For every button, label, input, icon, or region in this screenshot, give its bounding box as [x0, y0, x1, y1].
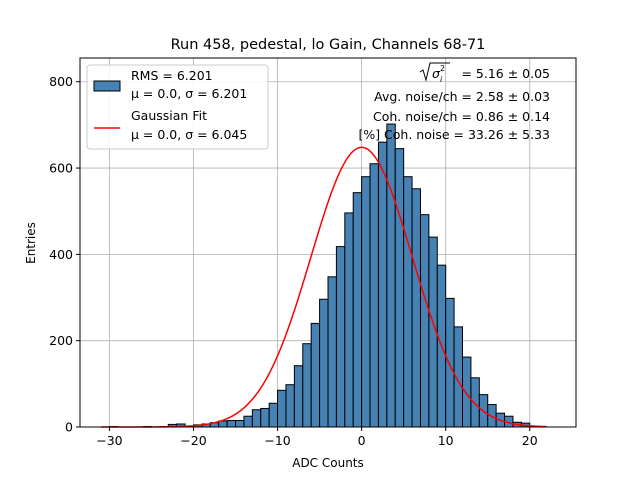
histogram-bar	[302, 343, 312, 428]
x-tick-label: −10	[264, 433, 290, 448]
legend-entry-2-line1: Gaussian Fit	[131, 108, 207, 123]
legend-histogram-patch	[93, 80, 121, 92]
y-tick-label: 600	[49, 161, 73, 176]
histogram-bar	[470, 377, 480, 428]
histogram-bar	[310, 322, 321, 428]
x-axis-label: ADC Counts	[292, 456, 364, 470]
y-axis-label: Entries	[24, 222, 38, 264]
legend-entry-1-line2: μ = 0.0, σ = 6.201	[131, 86, 247, 101]
y-tick-label: 0	[65, 420, 73, 435]
grid	[80, 58, 576, 428]
x-tick-label: −20	[180, 433, 206, 448]
legend-box	[86, 64, 269, 150]
x-tick-label: −30	[96, 433, 122, 448]
annotation-coh-noise: Coh. noise/ch = 0.86 ± 0.14	[373, 109, 550, 124]
histogram-bar	[394, 148, 405, 428]
noise-annotations: σ i 2 = 5.16 ± 0.05 Avg. noise/ch = 2.58…	[358, 62, 550, 142]
histogram-bar	[226, 420, 237, 428]
histogram-bar	[445, 297, 455, 428]
sqrt-sigma-symbol: σ i 2	[419, 62, 450, 84]
histogram-bar	[352, 192, 363, 428]
chart-title: Run 458, pedestal, lo Gain, Channels 68-…	[171, 37, 486, 53]
y-tick-label: 200	[49, 333, 73, 348]
histogram-bar	[462, 356, 472, 428]
annotation-sqrt-sigma: = 5.16 ± 0.05	[461, 66, 550, 81]
histogram-bar	[251, 409, 262, 428]
histogram-bar	[277, 389, 287, 428]
histogram-bar	[411, 188, 421, 428]
x-tick-label: 10	[438, 433, 454, 448]
legend-entry-1-line1: RMS = 6.201	[131, 68, 213, 83]
annotation-coh-noise-percent: [%] Coh. noise = 33.26 ± 5.33	[358, 127, 550, 142]
x-tick-label: 0	[358, 433, 366, 448]
svg-text:2: 2	[440, 64, 445, 73]
histogram-bar	[344, 212, 354, 428]
legend: RMS = 6.201 μ = 0.0, σ = 6.201 Gaussian …	[86, 64, 269, 150]
histogram-bar	[335, 246, 346, 428]
histogram-bar	[293, 365, 304, 428]
histogram-bar	[369, 163, 379, 428]
histogram-bar	[419, 214, 430, 428]
y-axis-ticks: 0 200 400 600 800	[49, 74, 80, 435]
histogram-bar	[243, 415, 253, 428]
x-tick-label: 20	[522, 433, 538, 448]
x-axis-ticks: −30 −20 −10 0 10 20	[96, 427, 538, 448]
y-tick-label: 800	[49, 74, 73, 89]
histogram-bar	[235, 420, 245, 428]
histogram-bar	[260, 407, 270, 428]
histogram-bar	[386, 123, 396, 428]
legend-entry-2-line2: μ = 0.0, σ = 6.045	[131, 127, 247, 142]
histogram-bar	[361, 176, 371, 428]
histogram-bar	[319, 298, 329, 428]
histogram-bar	[285, 384, 295, 428]
svg-text:i: i	[440, 75, 443, 84]
y-tick-label: 400	[49, 247, 73, 262]
svg-text:σ: σ	[432, 66, 441, 81]
histogram-bar	[268, 402, 279, 428]
plot-frame	[79, 57, 577, 428]
annotation-avg-noise: Avg. noise/ch = 2.58 ± 0.03	[374, 89, 550, 104]
histogram-bar	[403, 176, 413, 428]
histogram-bar	[327, 276, 337, 428]
histogram-bar	[377, 141, 388, 428]
